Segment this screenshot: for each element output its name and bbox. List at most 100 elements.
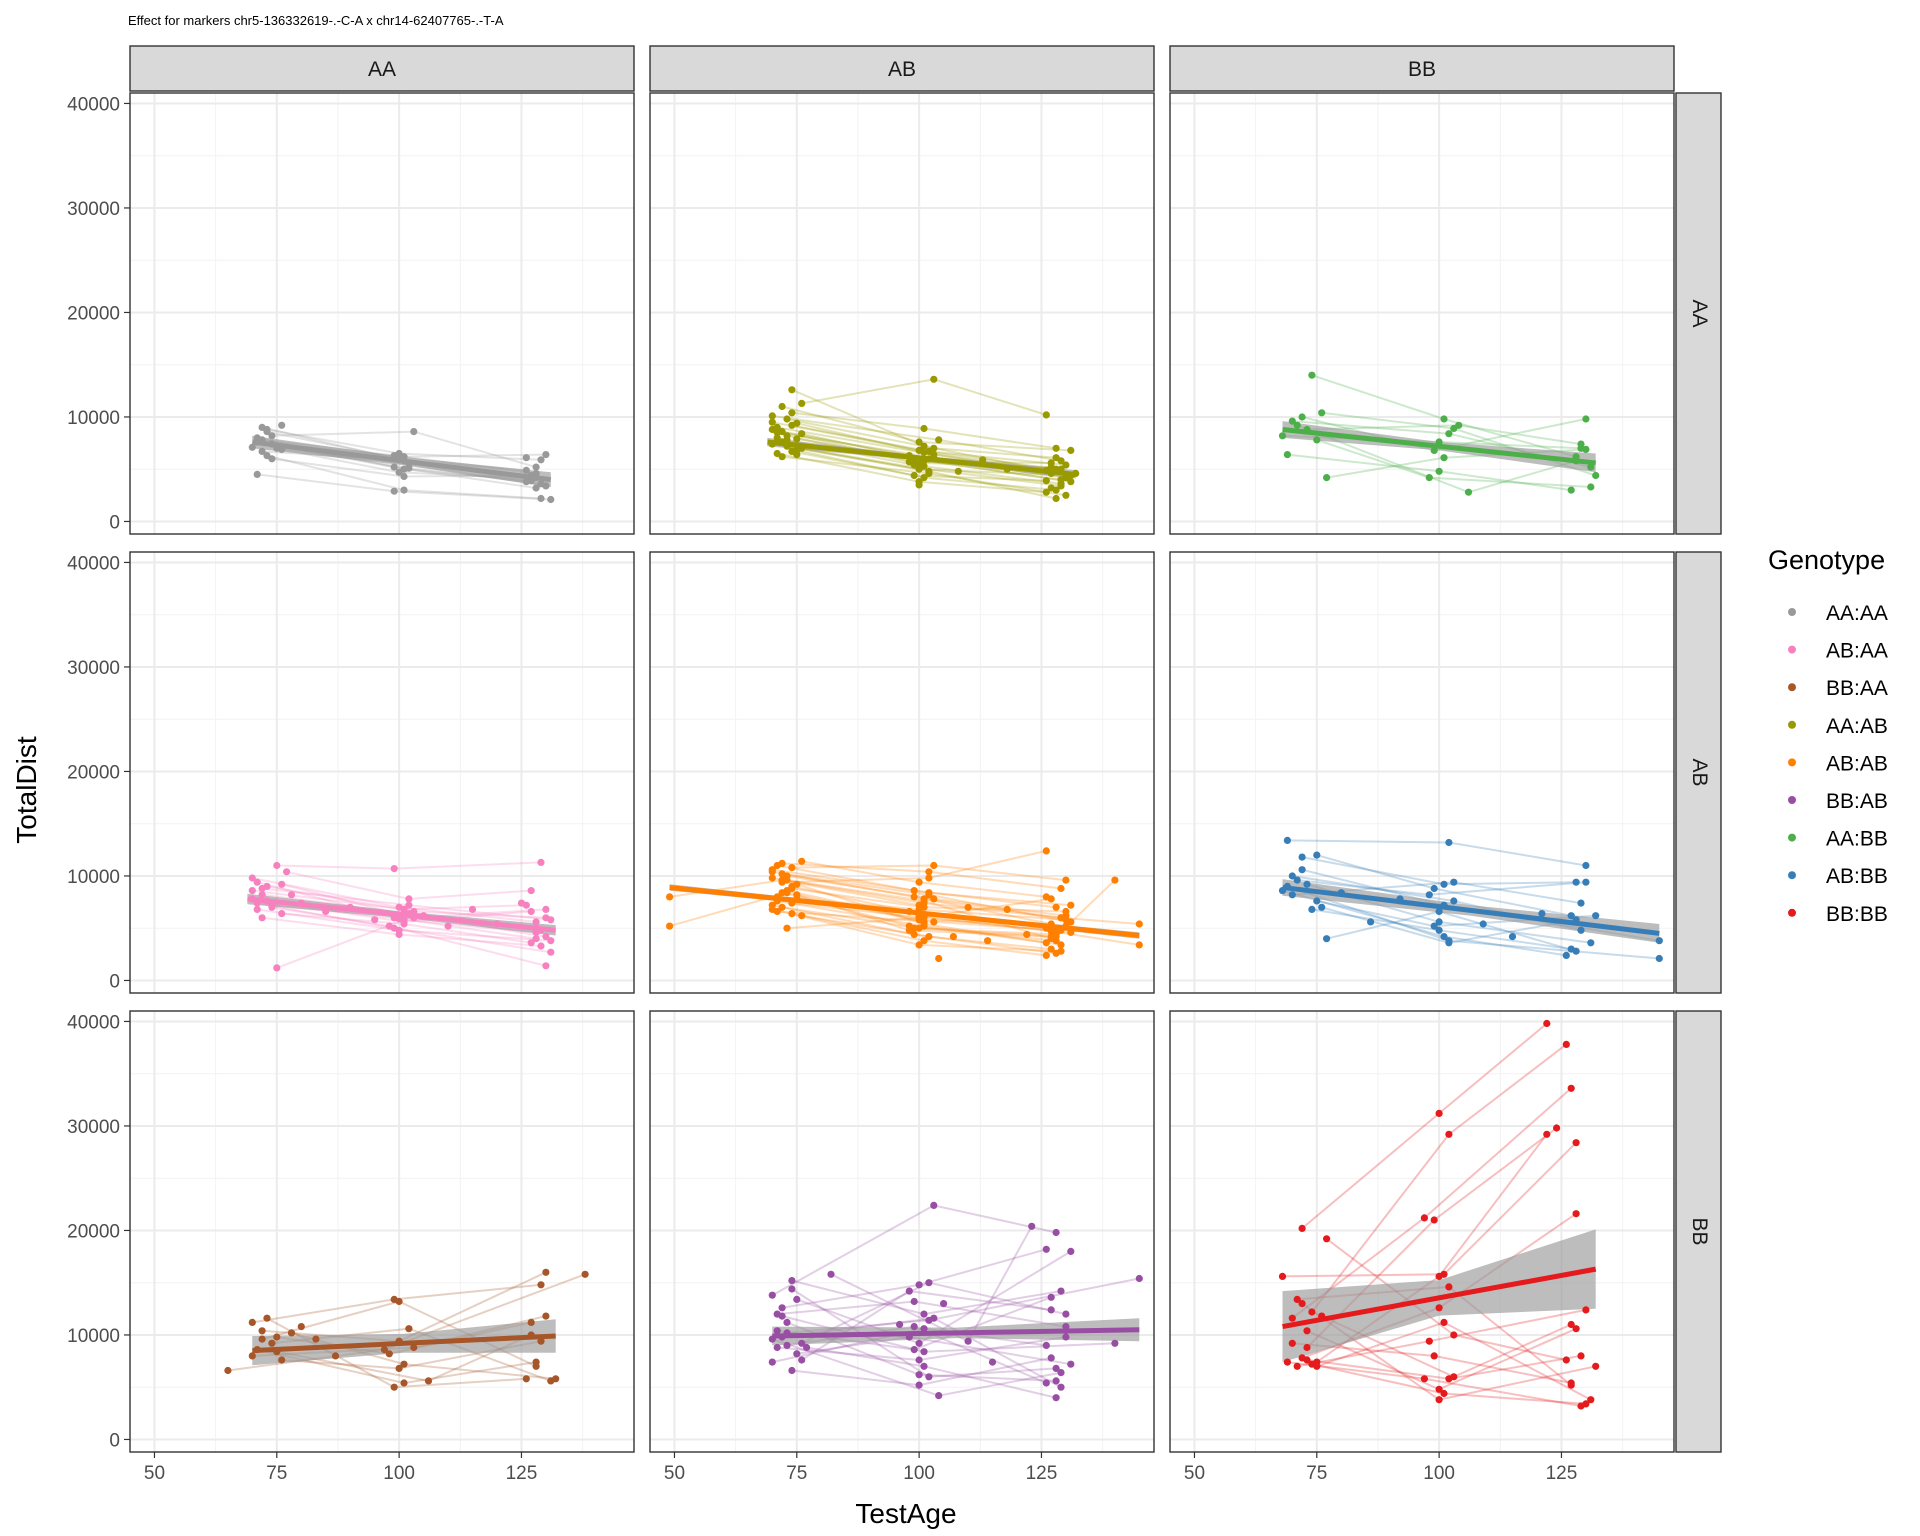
data-point — [405, 901, 413, 909]
data-point — [788, 884, 796, 893]
data-point — [1067, 478, 1075, 486]
data-point — [1425, 1337, 1433, 1345]
data-point — [930, 444, 938, 452]
data-point — [517, 899, 526, 907]
strip-background — [1675, 92, 1722, 535]
data-point — [773, 907, 781, 916]
data-point — [1303, 1327, 1311, 1335]
data-point — [268, 455, 276, 463]
legend-key — [1788, 908, 1796, 917]
y-tick-label: 30000 — [67, 199, 120, 220]
data-point — [258, 884, 266, 893]
y-tick-label: 20000 — [67, 1221, 120, 1242]
data-point — [1508, 933, 1517, 941]
fit-line — [767, 439, 1076, 477]
data-point — [827, 1270, 835, 1278]
strip-background — [1169, 45, 1675, 92]
data-point — [1293, 876, 1301, 884]
data-point — [1023, 930, 1031, 939]
panel-aa-aa — [129, 92, 635, 535]
data-point — [910, 1323, 918, 1331]
data-point — [1293, 1362, 1301, 1370]
legend-label: AA:AA — [1826, 602, 1888, 625]
data-point — [1582, 445, 1590, 453]
data-point — [1042, 847, 1050, 855]
data-point — [1577, 1402, 1585, 1410]
data-point — [1323, 474, 1331, 482]
data-point — [1430, 446, 1438, 454]
row-strip-label: AA — [1688, 299, 1711, 327]
data-point — [773, 429, 781, 437]
data-point — [224, 1366, 232, 1375]
y-tick-label: 40000 — [67, 94, 120, 115]
data-point — [268, 432, 276, 440]
panel-bb-aa — [129, 1010, 635, 1453]
data-point — [1430, 1352, 1438, 1360]
data-point — [925, 1373, 933, 1381]
data-point — [268, 1339, 276, 1347]
data-point — [920, 895, 928, 903]
data-point — [1440, 880, 1448, 888]
data-point — [1435, 1272, 1443, 1280]
data-point — [1135, 1274, 1143, 1283]
data-point — [1028, 1222, 1036, 1230]
data-point — [1572, 947, 1580, 955]
data-point — [1298, 1224, 1306, 1232]
data-point — [1111, 876, 1119, 884]
data-point — [552, 1375, 560, 1383]
panel-border — [129, 1010, 635, 1453]
data-point — [1445, 1375, 1453, 1383]
data-point — [263, 1314, 271, 1322]
data-point — [1057, 941, 1065, 949]
data-point — [1323, 935, 1331, 943]
data-point — [949, 933, 958, 941]
data-point — [537, 1337, 545, 1345]
panel-border — [649, 551, 1155, 994]
x-tick-label: 125 — [1546, 1463, 1578, 1484]
data-point — [1440, 454, 1448, 462]
data-point — [1052, 454, 1060, 462]
data-point — [522, 454, 530, 462]
data-point — [798, 1356, 806, 1364]
data-point — [793, 451, 801, 459]
data-point — [954, 467, 962, 475]
data-point — [920, 937, 928, 945]
data-point — [258, 1335, 266, 1343]
data-point — [1430, 922, 1438, 930]
data-point — [915, 878, 923, 886]
column-strip-bb: BB — [1169, 45, 1675, 92]
data-point — [925, 889, 933, 897]
data-point — [1445, 1283, 1453, 1291]
data-point — [1567, 912, 1575, 920]
data-point — [1425, 891, 1433, 899]
data-point — [1435, 1385, 1443, 1393]
data-point — [1303, 1343, 1311, 1352]
row-strip-bb: BB — [1675, 1010, 1722, 1453]
legend-entry-ab-ab: AB:AB — [1788, 752, 1888, 775]
data-point — [371, 916, 379, 924]
data-point — [1445, 838, 1453, 847]
data-point — [1298, 866, 1306, 874]
row-strip-aa: AA — [1675, 92, 1722, 535]
data-point — [920, 920, 928, 928]
data-point — [666, 922, 674, 930]
data-point — [1047, 1306, 1055, 1314]
legend-label: AB:AB — [1826, 752, 1888, 775]
strip-background — [129, 45, 635, 92]
data-point — [920, 462, 928, 470]
data-point — [984, 937, 992, 945]
data-point — [1313, 1362, 1321, 1370]
data-point — [920, 1325, 928, 1333]
data-point — [1067, 1247, 1075, 1255]
data-point — [1308, 1308, 1316, 1316]
data-point — [1052, 1377, 1060, 1385]
data-point — [1587, 1396, 1595, 1404]
data-point — [1538, 910, 1546, 918]
y-tick-label: 10000 — [67, 1326, 120, 1347]
data-point — [793, 435, 801, 443]
data-point — [778, 1304, 786, 1312]
data-point — [1308, 371, 1316, 379]
data-point — [1042, 951, 1050, 960]
data-point — [547, 916, 555, 924]
data-point — [1435, 1109, 1443, 1117]
